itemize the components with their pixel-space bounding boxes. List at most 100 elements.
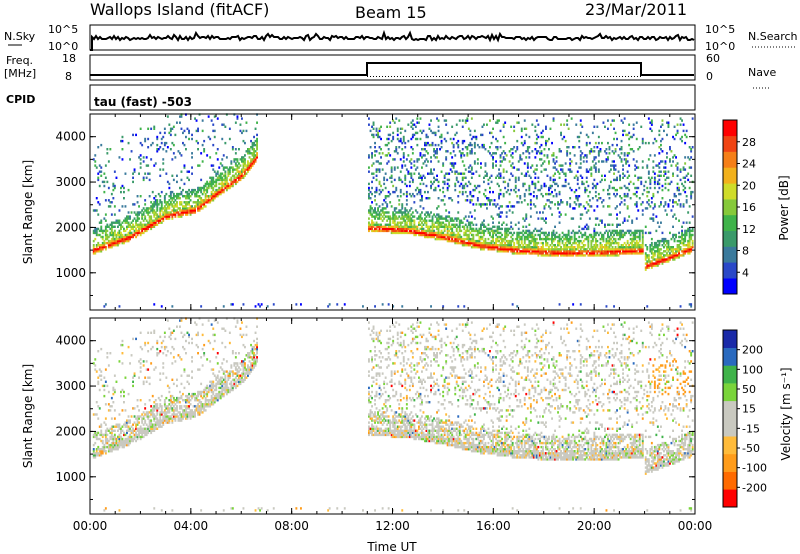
power-cell [593,164,596,167]
power-cell [454,170,457,173]
power-cell [192,207,195,210]
power-cell [496,213,499,216]
power-cell [502,221,505,224]
power-cell [109,239,112,243]
velocity-cell [121,443,124,447]
power-cell [176,201,178,204]
power-cell [469,199,472,202]
power-cell [124,217,127,220]
power-cell [133,229,136,233]
power-cell [673,192,676,196]
power-cell [569,237,572,241]
power-cell [641,250,644,253]
power-cell [489,190,491,194]
power-cell [644,258,647,261]
power-cell [437,233,440,237]
power-cell [221,164,224,167]
power-cell [457,231,460,235]
power-cell [613,192,615,196]
power-cell [104,246,107,249]
power-cell [434,221,437,224]
power-cell [690,229,693,233]
power-cell [632,127,635,130]
power-cell [398,227,401,231]
power-cell [141,227,144,231]
power-cell [460,219,463,222]
power-cell [94,250,97,253]
power-cell [142,160,145,163]
power-colorbar-segment [723,135,737,152]
power-cell [552,154,555,157]
power-cell [395,229,398,233]
power-cell [597,152,600,155]
power-cell [147,207,150,210]
power-cell [176,174,178,177]
power-cell [484,170,487,173]
power-cell [528,231,531,235]
power-cell [513,231,516,235]
power-cell [514,223,517,226]
power-cell [495,176,497,179]
power-cell [371,164,373,167]
power-cell [599,231,602,235]
power-cell [673,239,676,243]
power-cell [566,248,569,251]
power-cell [517,239,520,243]
power-cell [510,244,513,247]
power-cell [117,244,119,247]
power-cell [411,148,414,151]
cpid-panel: CPID tau (fast) -503 [6,84,696,111]
power-cell [245,168,248,171]
power-cell [672,225,674,228]
power-cell [124,233,127,237]
power-cell [368,170,370,173]
power-cell [545,203,547,206]
power-cell [623,246,626,249]
power-cell [483,180,485,184]
power-cell [104,164,107,167]
power-cell [588,205,591,208]
power-cell [198,207,201,210]
power-cell [433,213,435,216]
power-cell [616,241,618,245]
power-cell [581,235,584,239]
power-cell [92,246,95,249]
power-cell [405,229,408,233]
power-cell [402,211,405,214]
power-cell [520,127,523,130]
power-cell [241,176,243,179]
power-cell [239,129,242,133]
power-cell [203,190,206,194]
power-cell [230,182,233,186]
power-cell [104,225,107,228]
power-cell [101,229,104,233]
power-cell [182,207,184,210]
power-cell [667,188,670,192]
power-cell [666,133,668,137]
power-cell [130,211,133,214]
power-cell [233,178,236,182]
power-cell [508,192,511,196]
power-cell [619,231,621,235]
power-cell [445,233,448,237]
power-cell [200,203,203,206]
power-cell [371,213,373,216]
power-cell [607,188,609,192]
power-cell [529,201,532,204]
power-cell [655,244,658,247]
velocity-cell [126,431,128,435]
power-cell [194,192,196,196]
power-cell [461,186,464,190]
power-cell [169,211,172,214]
power-cell [392,131,395,135]
power-cell [225,184,228,188]
power-cell [498,239,500,243]
power-cell [383,225,386,228]
power-cell [171,197,174,200]
power-cell [374,209,376,212]
power-cell [180,203,183,206]
power-cell [564,174,567,177]
power-cell [227,182,230,186]
power-cell [244,154,246,157]
power-cell [188,197,190,200]
